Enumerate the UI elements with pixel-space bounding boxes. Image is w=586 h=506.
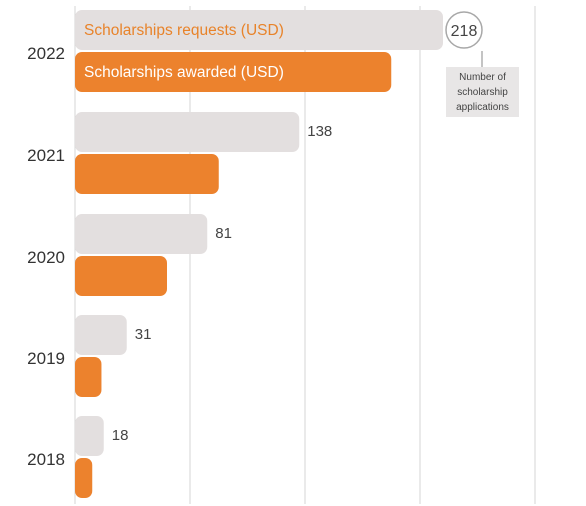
callout-line-1: Number of (459, 72, 506, 83)
applications-count-2020: 81 (215, 225, 232, 242)
callout-box (446, 67, 519, 117)
applications-count-2019: 31 (135, 326, 152, 343)
applications-count-2018: 18 (112, 427, 129, 444)
bar-awarded-2021 (75, 154, 219, 194)
labels: 2022 218 2021 138 2020 81 2019 31 2018 18 Scholars… (27, 11, 483, 469)
bar-awarded-2018 (75, 458, 93, 498)
year-label-2022: 2022 (27, 44, 65, 63)
year-label-2021: 2021 (27, 146, 65, 165)
bar-requests-2020 (75, 214, 208, 254)
bar-awarded-2019 (75, 357, 102, 397)
bar-awarded-2022 (75, 52, 392, 92)
year-label-2018: 2018 (27, 450, 65, 469)
applications-count-2022: 218 (451, 23, 478, 40)
callout-line-2: scholarship (457, 87, 508, 98)
bar-requests-2022 (75, 10, 443, 50)
series-label-awarded: Scholarships awarded (USD) (84, 64, 284, 81)
series-label-requests: Scholarships requests (USD) (84, 22, 284, 39)
applications-callout: Number of scholarship applications (446, 51, 519, 117)
bar-awarded-2020 (75, 256, 167, 296)
bar-requests-2019 (75, 315, 127, 355)
bar-requests-2021 (75, 112, 300, 152)
bar-requests-2018 (75, 416, 104, 456)
applications-circle (445, 11, 483, 49)
bars (75, 10, 443, 498)
applications-count-2021: 138 (307, 123, 332, 140)
year-label-2019: 2019 (27, 349, 65, 368)
callout-line-3: applications (456, 102, 509, 113)
year-label-2020: 2020 (27, 248, 65, 267)
